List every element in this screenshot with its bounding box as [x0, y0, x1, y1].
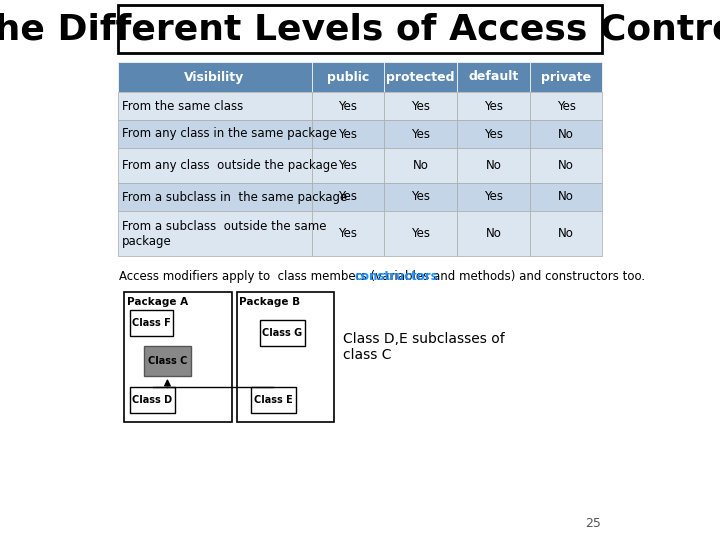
- FancyBboxPatch shape: [312, 183, 384, 211]
- Text: Yes: Yes: [338, 99, 357, 112]
- Text: Yes: Yes: [484, 99, 503, 112]
- FancyBboxPatch shape: [312, 211, 384, 256]
- FancyBboxPatch shape: [384, 62, 457, 92]
- Text: Yes: Yes: [338, 127, 357, 140]
- FancyBboxPatch shape: [384, 92, 457, 120]
- Text: Class E: Class E: [253, 395, 292, 405]
- Text: Yes: Yes: [338, 191, 357, 204]
- FancyBboxPatch shape: [117, 148, 312, 183]
- Text: From a subclass in  the same package: From a subclass in the same package: [122, 191, 347, 204]
- FancyBboxPatch shape: [312, 92, 384, 120]
- Text: Yes: Yes: [484, 127, 503, 140]
- Text: Class D,E subclasses of
class C: Class D,E subclasses of class C: [343, 332, 505, 362]
- FancyBboxPatch shape: [312, 148, 384, 183]
- FancyBboxPatch shape: [117, 183, 312, 211]
- Text: No: No: [413, 159, 428, 172]
- Text: From any class  outside the package: From any class outside the package: [122, 159, 337, 172]
- FancyBboxPatch shape: [384, 148, 457, 183]
- FancyBboxPatch shape: [251, 387, 296, 413]
- FancyBboxPatch shape: [530, 183, 603, 211]
- Text: Yes: Yes: [557, 99, 575, 112]
- FancyBboxPatch shape: [384, 120, 457, 148]
- FancyBboxPatch shape: [384, 211, 457, 256]
- Text: From any class in the same package: From any class in the same package: [122, 127, 336, 140]
- FancyBboxPatch shape: [125, 292, 232, 422]
- FancyBboxPatch shape: [117, 5, 603, 53]
- FancyBboxPatch shape: [259, 320, 305, 346]
- Text: Class D: Class D: [132, 395, 173, 405]
- Text: Yes: Yes: [411, 99, 430, 112]
- Text: Class G: Class G: [262, 328, 302, 338]
- FancyBboxPatch shape: [312, 120, 384, 148]
- Text: The Different Levels of Access Control: The Different Levels of Access Control: [0, 12, 720, 46]
- Text: No: No: [558, 127, 574, 140]
- Text: From the same class: From the same class: [122, 99, 243, 112]
- Text: Yes: Yes: [411, 127, 430, 140]
- Text: From a subclass  outside the same
package: From a subclass outside the same package: [122, 219, 326, 247]
- Text: Yes: Yes: [411, 191, 430, 204]
- FancyBboxPatch shape: [530, 120, 603, 148]
- FancyBboxPatch shape: [457, 120, 530, 148]
- Text: No: No: [485, 227, 501, 240]
- Text: private: private: [541, 71, 591, 84]
- Text: default: default: [468, 71, 518, 84]
- Text: protected: protected: [387, 71, 455, 84]
- FancyBboxPatch shape: [130, 387, 175, 413]
- Text: Access modifiers apply to  class members (variables and methods) and constructor: Access modifiers apply to class members …: [119, 270, 645, 283]
- FancyBboxPatch shape: [237, 292, 333, 422]
- Text: 25: 25: [585, 517, 601, 530]
- FancyBboxPatch shape: [117, 92, 312, 120]
- FancyBboxPatch shape: [530, 92, 603, 120]
- FancyBboxPatch shape: [312, 62, 384, 92]
- FancyBboxPatch shape: [117, 62, 312, 92]
- FancyBboxPatch shape: [457, 183, 530, 211]
- FancyBboxPatch shape: [384, 183, 457, 211]
- FancyBboxPatch shape: [117, 120, 312, 148]
- Text: Yes: Yes: [484, 191, 503, 204]
- Text: public: public: [327, 71, 369, 84]
- Text: No: No: [485, 159, 501, 172]
- Text: Package A: Package A: [127, 297, 189, 307]
- Text: constructors: constructors: [354, 270, 438, 283]
- FancyBboxPatch shape: [530, 62, 603, 92]
- Text: Yes: Yes: [338, 227, 357, 240]
- FancyBboxPatch shape: [457, 92, 530, 120]
- Text: No: No: [558, 159, 574, 172]
- FancyBboxPatch shape: [144, 346, 191, 376]
- Text: Class F: Class F: [132, 318, 171, 328]
- FancyBboxPatch shape: [457, 211, 530, 256]
- FancyBboxPatch shape: [457, 148, 530, 183]
- FancyBboxPatch shape: [457, 62, 530, 92]
- Text: Visibility: Visibility: [184, 71, 245, 84]
- Text: No: No: [558, 227, 574, 240]
- Text: Package B: Package B: [240, 297, 300, 307]
- FancyBboxPatch shape: [530, 211, 603, 256]
- FancyBboxPatch shape: [530, 148, 603, 183]
- Text: Class C: Class C: [148, 356, 187, 366]
- FancyBboxPatch shape: [117, 211, 312, 256]
- FancyBboxPatch shape: [130, 310, 173, 336]
- Text: No: No: [558, 191, 574, 204]
- Text: Yes: Yes: [411, 227, 430, 240]
- Text: Yes: Yes: [338, 159, 357, 172]
